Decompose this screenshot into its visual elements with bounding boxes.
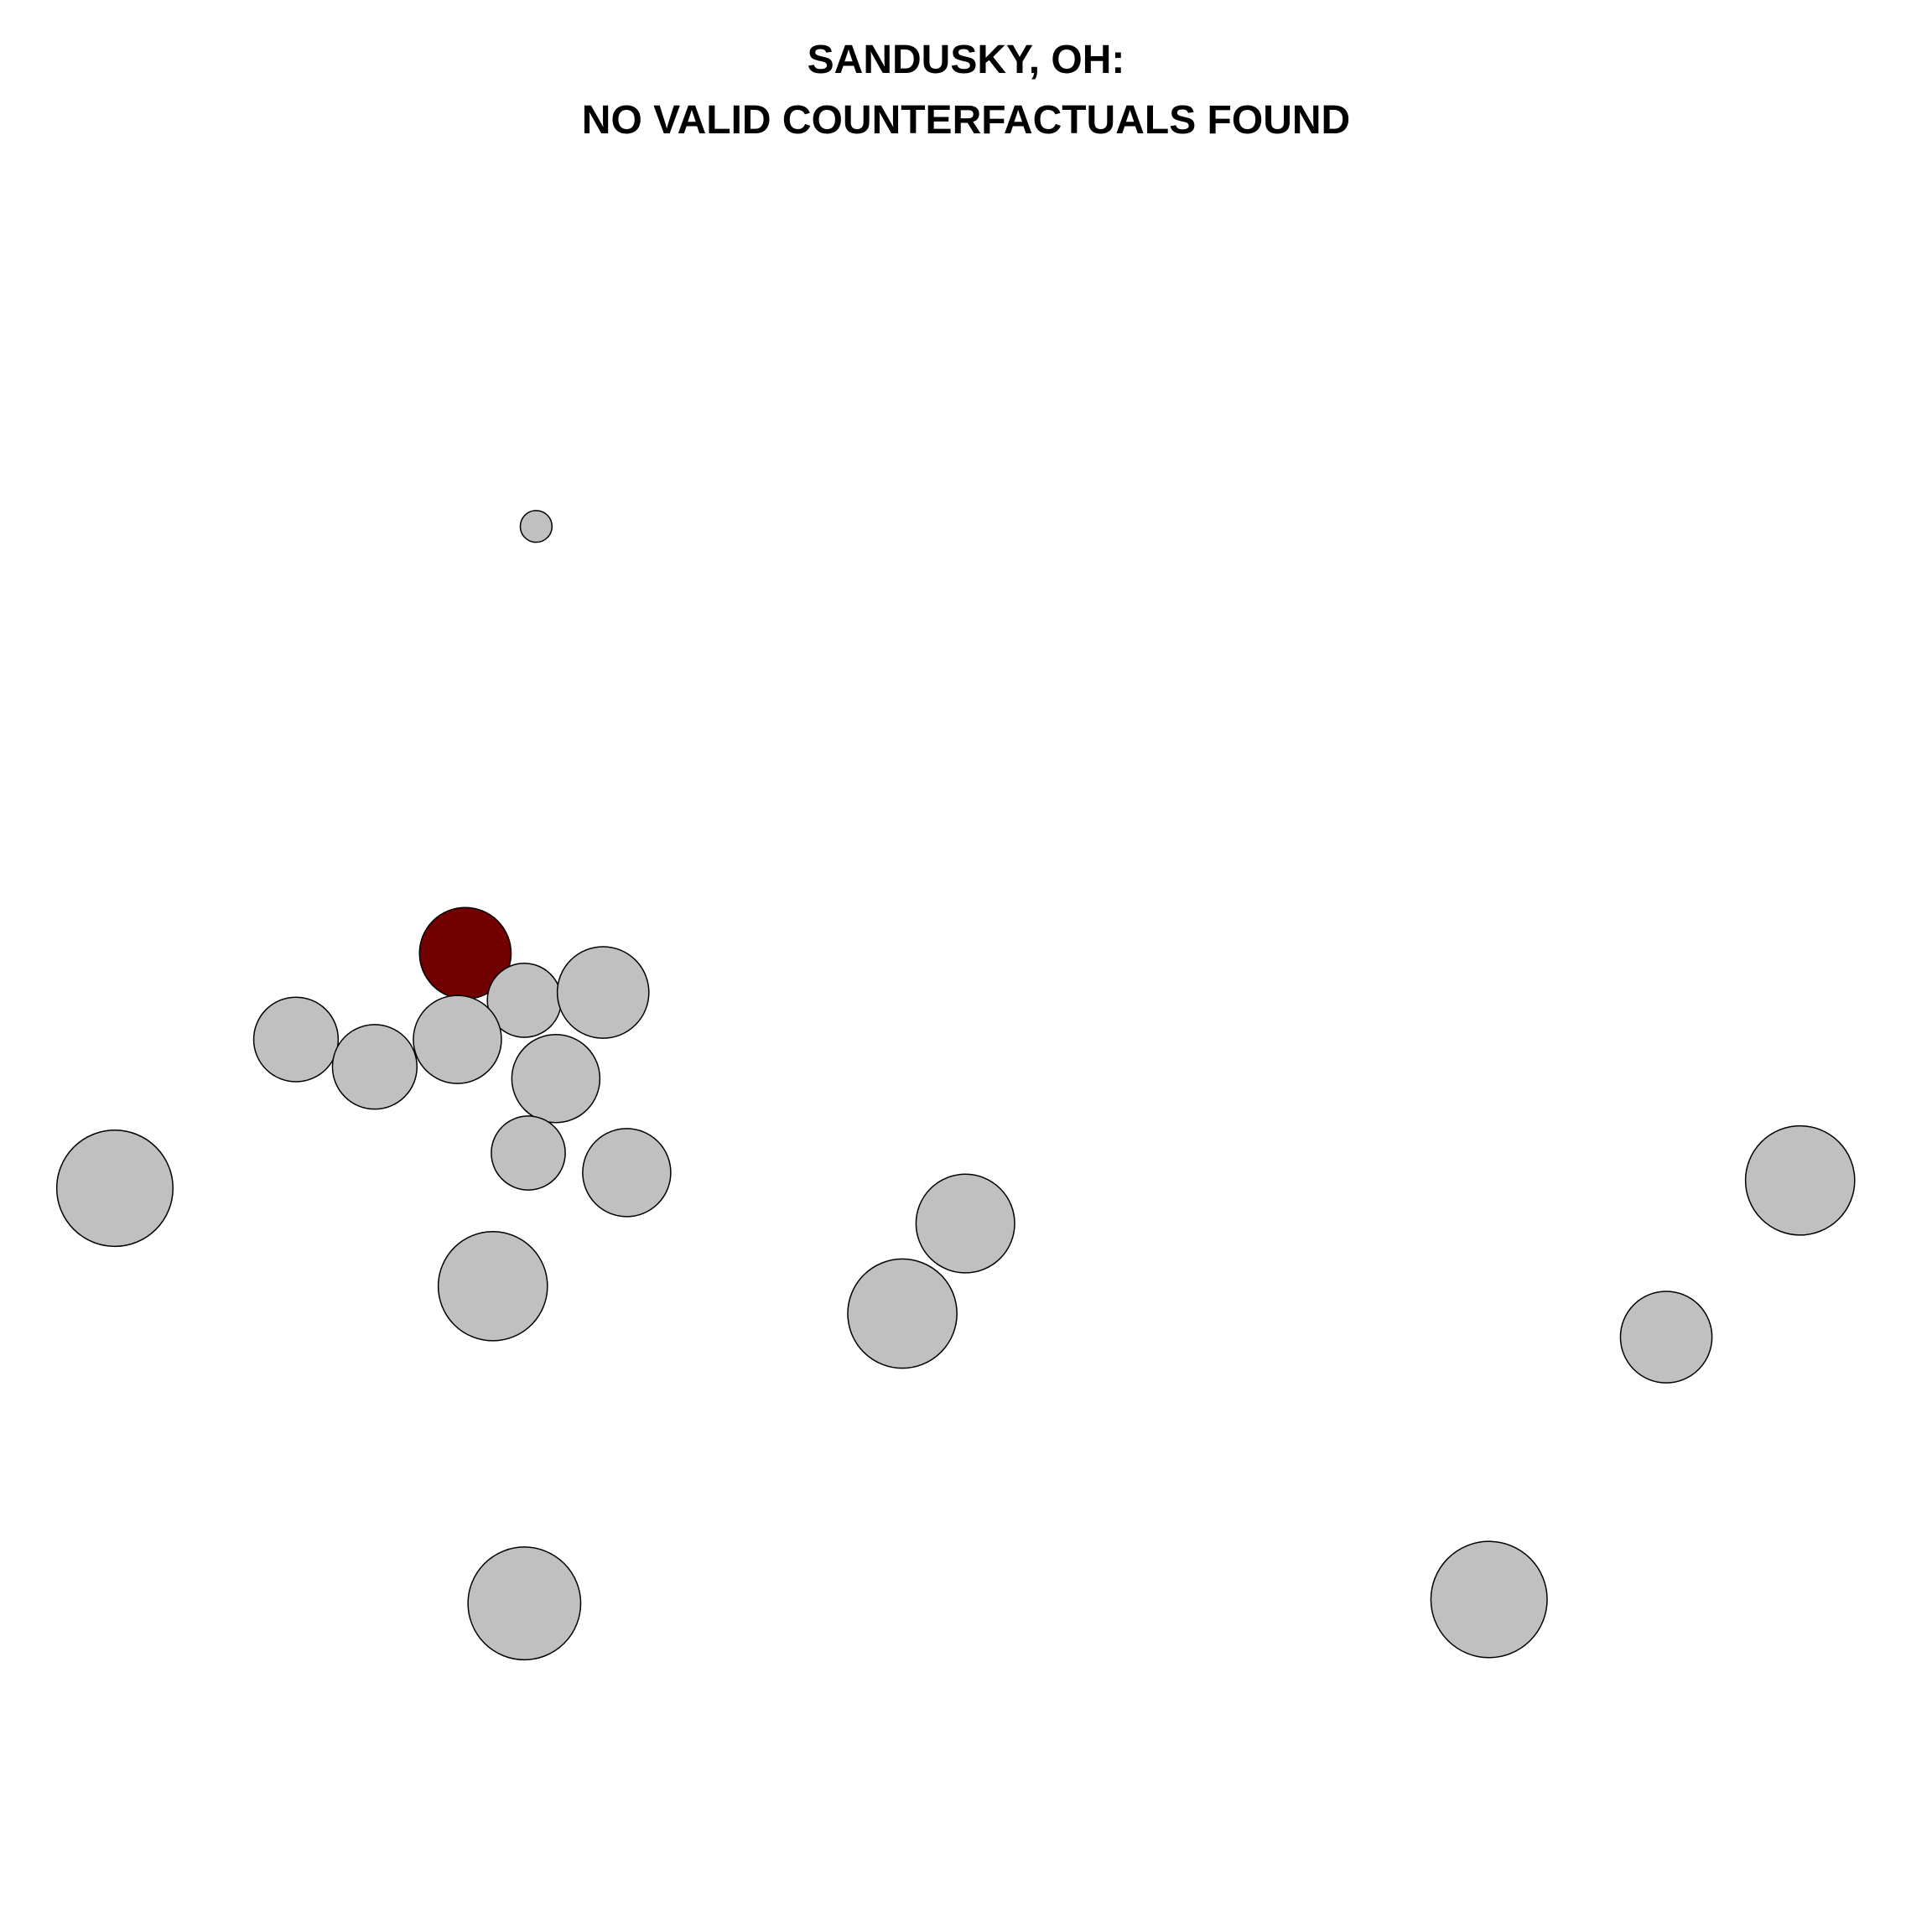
data-point-9 bbox=[582, 1128, 672, 1218]
data-point-5 bbox=[331, 1024, 418, 1110]
points-layer bbox=[55, 510, 1856, 1661]
data-point-11 bbox=[437, 1230, 548, 1342]
data-point-10 bbox=[55, 1130, 174, 1248]
data-point-7 bbox=[511, 1034, 601, 1124]
data-point-17 bbox=[1430, 1540, 1548, 1659]
chart-title: SANDUSKY, OH: NO VALID COUNTERFACTUALS F… bbox=[0, 30, 1932, 151]
data-point-6 bbox=[413, 995, 502, 1084]
data-point-12 bbox=[915, 1173, 1015, 1274]
data-point-3 bbox=[556, 946, 650, 1039]
data-point-4 bbox=[252, 996, 340, 1083]
chart-title-line1: SANDUSKY, OH: bbox=[807, 38, 1125, 82]
data-point-8 bbox=[491, 1115, 566, 1191]
data-point-14 bbox=[1744, 1124, 1856, 1236]
data-point-13 bbox=[847, 1258, 958, 1369]
data-point-0 bbox=[519, 510, 553, 543]
chart-title-line2: NO VALID COUNTERFACTUALS FOUND bbox=[581, 98, 1351, 143]
data-point-16 bbox=[467, 1546, 582, 1661]
data-point-15 bbox=[1619, 1291, 1713, 1384]
